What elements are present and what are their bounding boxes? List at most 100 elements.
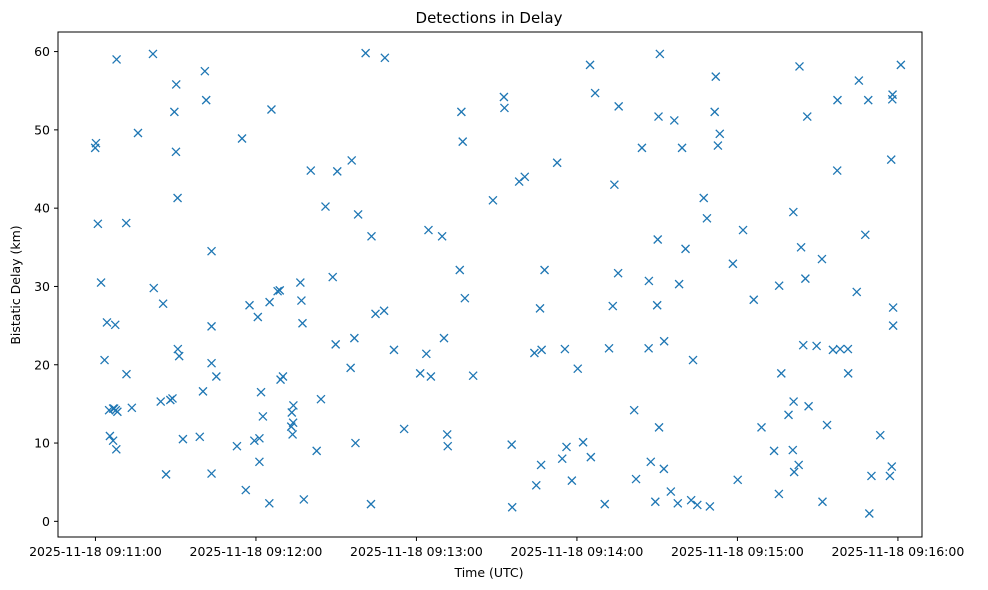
data-point <box>812 341 822 351</box>
data-point <box>455 265 465 275</box>
data-point <box>346 363 356 373</box>
y-tick-label: 50 <box>34 122 50 137</box>
data-point <box>133 128 143 138</box>
data-point <box>774 489 784 499</box>
data-point <box>774 281 784 291</box>
data-point <box>833 95 842 105</box>
data-point <box>507 502 517 512</box>
data-point <box>108 436 118 446</box>
data-point <box>537 345 547 355</box>
data-point <box>380 53 390 63</box>
data-point <box>866 471 876 481</box>
data-point <box>669 116 679 125</box>
data-point <box>728 259 738 269</box>
data-point <box>161 469 171 479</box>
y-tick-label: 10 <box>34 436 50 451</box>
data-point <box>800 274 810 284</box>
data-point <box>349 333 359 343</box>
data-point <box>149 283 159 293</box>
data-point <box>108 404 118 414</box>
plot-area <box>58 32 922 537</box>
data-point <box>710 107 720 117</box>
data-point <box>367 231 376 241</box>
data-point <box>158 299 168 309</box>
data-point <box>256 387 266 397</box>
data-point <box>127 403 137 413</box>
data-point <box>437 231 447 241</box>
data-point <box>424 225 433 235</box>
data-point <box>715 129 725 139</box>
data-point <box>854 76 864 86</box>
data-point <box>296 296 306 306</box>
data-point <box>795 61 804 71</box>
data-point <box>818 497 827 507</box>
data-point <box>379 306 389 316</box>
data-point <box>749 295 759 305</box>
data-point <box>442 429 452 439</box>
data-point <box>835 344 845 354</box>
data-point <box>93 219 103 229</box>
data-point <box>298 318 307 328</box>
data-point <box>886 155 896 165</box>
data-point <box>863 95 873 105</box>
data-point <box>207 321 217 331</box>
data-point <box>804 401 814 411</box>
data-point <box>888 321 898 331</box>
data-point <box>585 60 595 70</box>
data-point <box>614 101 624 111</box>
data-point <box>499 92 509 102</box>
data-point <box>788 445 798 455</box>
data-point <box>514 177 524 187</box>
data-point <box>705 502 715 511</box>
data-point <box>312 446 322 456</box>
data-point <box>286 422 296 432</box>
data-point <box>105 431 115 441</box>
data-point <box>421 349 431 359</box>
data-point <box>499 103 509 113</box>
data-point <box>769 446 779 456</box>
data-point <box>540 265 550 275</box>
data-point <box>389 345 399 355</box>
data-point <box>121 218 131 228</box>
data-point <box>644 276 654 286</box>
data-point <box>111 444 121 454</box>
data-point <box>586 452 596 462</box>
data-point <box>887 462 897 471</box>
data-point <box>757 422 766 432</box>
data-point <box>798 340 808 350</box>
y-axis-label: Bistatic Delay (km) <box>8 225 23 344</box>
data-point <box>590 88 600 98</box>
data-point <box>864 509 874 518</box>
data-point <box>332 166 342 176</box>
data-point <box>888 303 898 313</box>
data-point <box>237 134 247 143</box>
y-tick-label: 30 <box>34 279 50 294</box>
data-point <box>200 66 210 76</box>
data-point <box>232 441 242 451</box>
data-point <box>629 405 639 415</box>
data-point <box>174 351 184 361</box>
data-point <box>529 348 539 358</box>
data-point <box>169 107 179 117</box>
data-point <box>112 54 122 64</box>
data-point <box>692 500 702 510</box>
data-point <box>738 225 748 235</box>
data-point <box>655 49 665 59</box>
data-point <box>652 300 662 310</box>
data-point <box>784 410 793 420</box>
data-point <box>562 442 571 452</box>
data-point <box>613 268 623 278</box>
data-point <box>249 436 259 446</box>
data-point <box>673 498 683 508</box>
x-axis-label: Time (UTC) <box>453 565 523 580</box>
data-point <box>287 408 297 417</box>
data-point <box>350 438 360 448</box>
data-point <box>776 368 786 378</box>
data-point <box>273 286 283 296</box>
data-point <box>646 457 656 467</box>
data-point <box>802 112 812 122</box>
data-point <box>295 278 305 288</box>
data-point <box>361 48 371 58</box>
data-point <box>666 487 676 497</box>
